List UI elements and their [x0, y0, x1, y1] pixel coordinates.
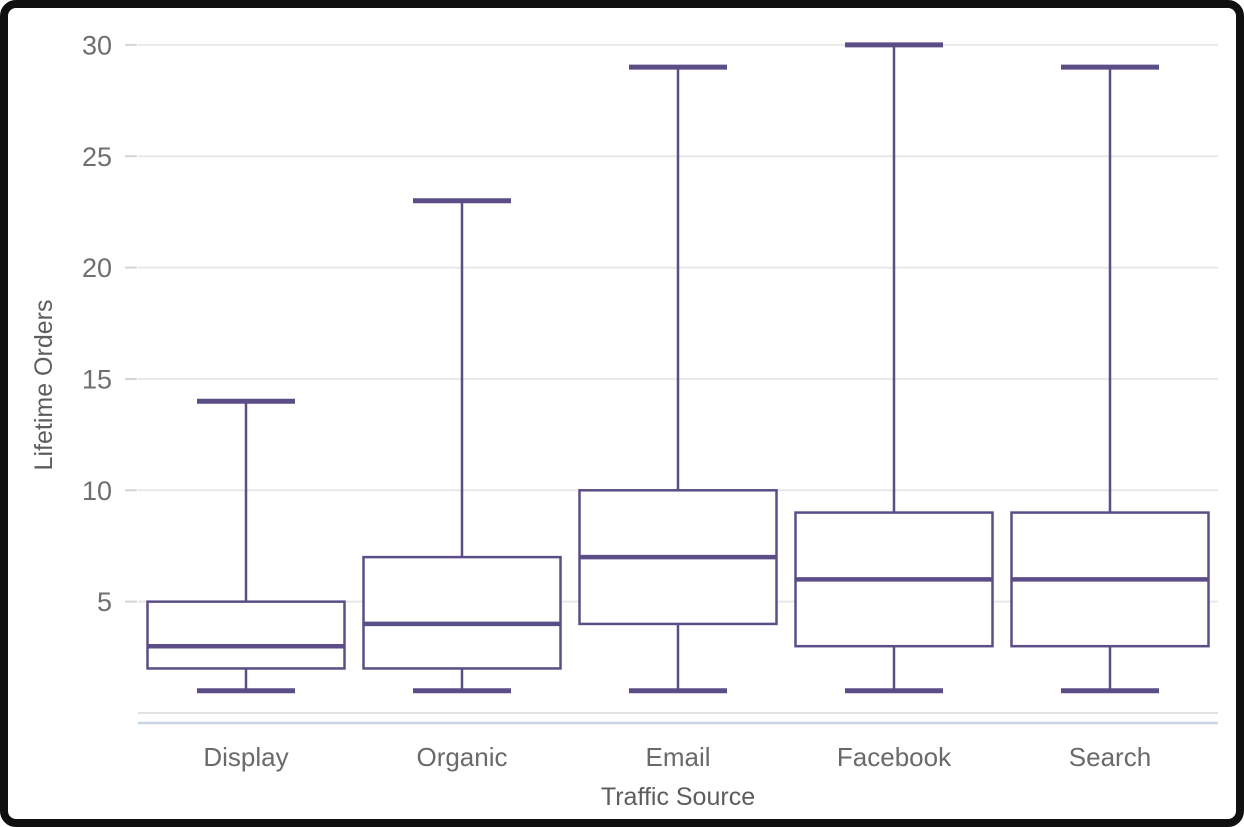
y-tick-label: 20 — [82, 253, 112, 283]
y-tick-label: 15 — [82, 364, 112, 394]
category-label-facebook: Facebook — [837, 742, 952, 772]
box-plot-organic — [362, 198, 562, 694]
x-axis-title: Traffic Source — [601, 783, 755, 811]
category-label-search: Search — [1069, 742, 1151, 772]
box-plot-search — [1010, 64, 1210, 694]
y-tick-label: 5 — [97, 587, 112, 617]
y-tick-label: 30 — [82, 30, 112, 60]
boxplot-chart: 5 10 15 20 25 30 Display Organic Email Facebook Se… — [30, 30, 1218, 811]
category-label-organic: Organic — [416, 742, 507, 772]
y-axis-title: Lifetime Orders — [30, 300, 58, 471]
category-label-display: Display — [203, 742, 288, 772]
iqr-box — [362, 555, 562, 670]
iqr-box — [146, 600, 346, 670]
box-plot-facebook — [794, 42, 994, 694]
plot-layer — [146, 42, 1210, 694]
label-layer: 5 10 15 20 25 30 Display Organic Email Facebook Se… — [82, 30, 1151, 772]
box-plot-display — [146, 398, 346, 694]
y-tick-label: 25 — [82, 142, 112, 172]
box-plot-email — [578, 64, 778, 694]
y-tick-label: 10 — [82, 476, 112, 506]
category-label-email: Email — [645, 742, 710, 772]
